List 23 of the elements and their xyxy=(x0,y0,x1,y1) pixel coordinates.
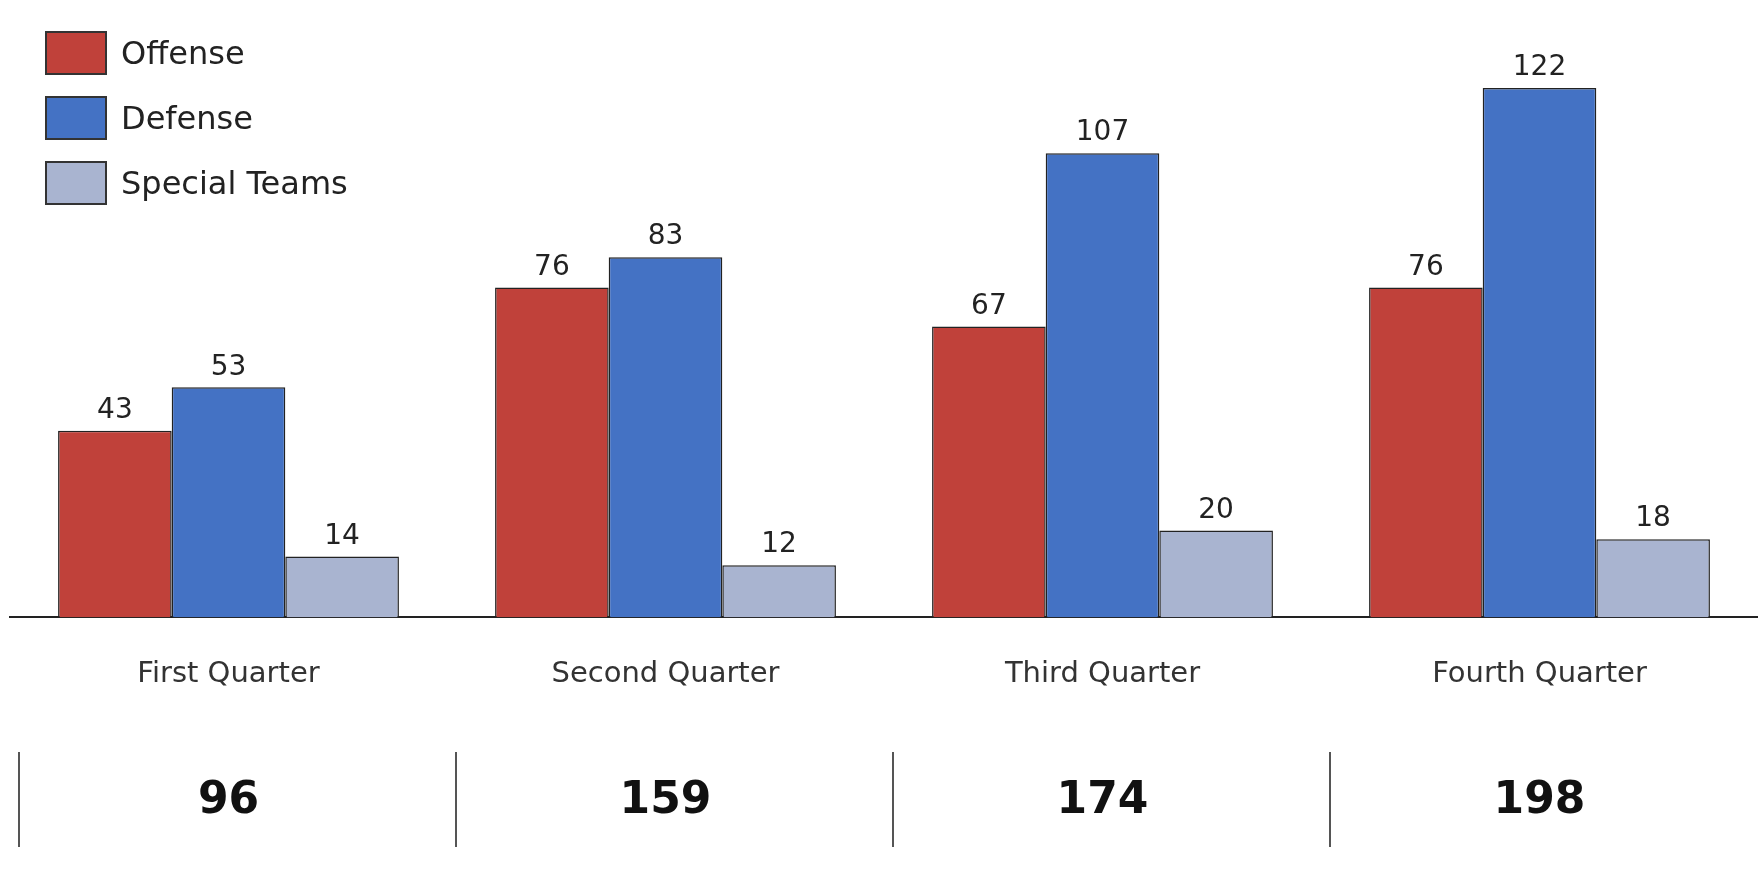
data-label: 76 xyxy=(534,248,570,282)
x-tick-label: Second Quarter xyxy=(551,655,780,690)
legend-label: Defense xyxy=(121,98,253,137)
data-label: 67 xyxy=(971,287,1007,321)
data-label: 83 xyxy=(647,218,684,252)
data-label: 53 xyxy=(210,348,247,382)
x-tick-label: Fourth Quarter xyxy=(1432,655,1647,690)
legend-label: Special Teams xyxy=(121,163,348,202)
text: 198 xyxy=(1492,772,1587,824)
x-tick-label: Third Quarter xyxy=(1003,655,1201,690)
data-label: 43 xyxy=(97,391,133,425)
data-label: 107 xyxy=(1075,114,1130,148)
text: 96 xyxy=(196,772,261,824)
text: 159 xyxy=(618,772,713,824)
legend-label: Offense xyxy=(121,33,245,72)
data-label: 18 xyxy=(1635,500,1671,534)
data-label: 14 xyxy=(324,517,360,551)
data-label: 122 xyxy=(1512,49,1567,83)
data-label: 20 xyxy=(1198,491,1234,525)
text: 174 xyxy=(1055,772,1150,824)
x-tick-label: First Quarter xyxy=(137,655,320,690)
data-label: 12 xyxy=(761,526,797,560)
data-label: 76 xyxy=(1408,248,1444,282)
